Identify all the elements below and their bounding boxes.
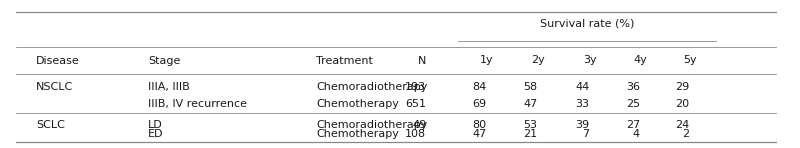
Text: 69: 69 [472,99,486,109]
Text: LD: LD [148,120,162,130]
Text: 651: 651 [406,99,426,109]
Text: Chemotherapy: Chemotherapy [316,99,399,109]
Text: ED: ED [148,129,163,139]
Text: 1y: 1y [479,55,494,65]
Text: Stage: Stage [148,56,180,66]
Text: 2: 2 [682,129,690,139]
Text: IIIA, IIIB: IIIA, IIIB [148,82,190,92]
Text: Chemoradiotherapy: Chemoradiotherapy [316,82,427,92]
Text: SCLC: SCLC [36,120,65,130]
Text: IIIB, IV recurrence: IIIB, IV recurrence [148,99,247,109]
Text: 20: 20 [675,99,690,109]
Text: 29: 29 [675,82,690,92]
Text: 2y: 2y [530,55,545,65]
Text: 47: 47 [472,129,486,139]
Text: 108: 108 [406,129,426,139]
Text: 27: 27 [626,120,640,130]
Text: 21: 21 [523,129,538,139]
Text: 84: 84 [472,82,486,92]
Text: 80: 80 [472,120,486,130]
Text: NSCLC: NSCLC [36,82,74,92]
Text: 47: 47 [523,99,538,109]
Text: 7: 7 [582,129,590,139]
Text: N: N [418,56,426,66]
Text: Chemoradiotherapy: Chemoradiotherapy [316,120,427,130]
Text: Chemotherapy: Chemotherapy [316,129,399,139]
Text: 53: 53 [524,120,538,130]
Text: 3y: 3y [582,55,597,65]
Text: 49: 49 [412,120,426,130]
Text: 5y: 5y [682,55,697,65]
Text: 39: 39 [575,120,590,130]
Text: 58: 58 [523,82,538,92]
Text: 4y: 4y [633,55,647,65]
Text: Disease: Disease [36,56,80,66]
Text: 24: 24 [675,120,690,130]
Text: 25: 25 [626,99,640,109]
Text: 4: 4 [633,129,640,139]
Text: Survival rate (%): Survival rate (%) [540,19,634,29]
Text: 36: 36 [626,82,640,92]
Text: Treatment: Treatment [316,56,373,66]
Text: 33: 33 [576,99,590,109]
Text: 193: 193 [406,82,426,92]
Text: 44: 44 [575,82,590,92]
